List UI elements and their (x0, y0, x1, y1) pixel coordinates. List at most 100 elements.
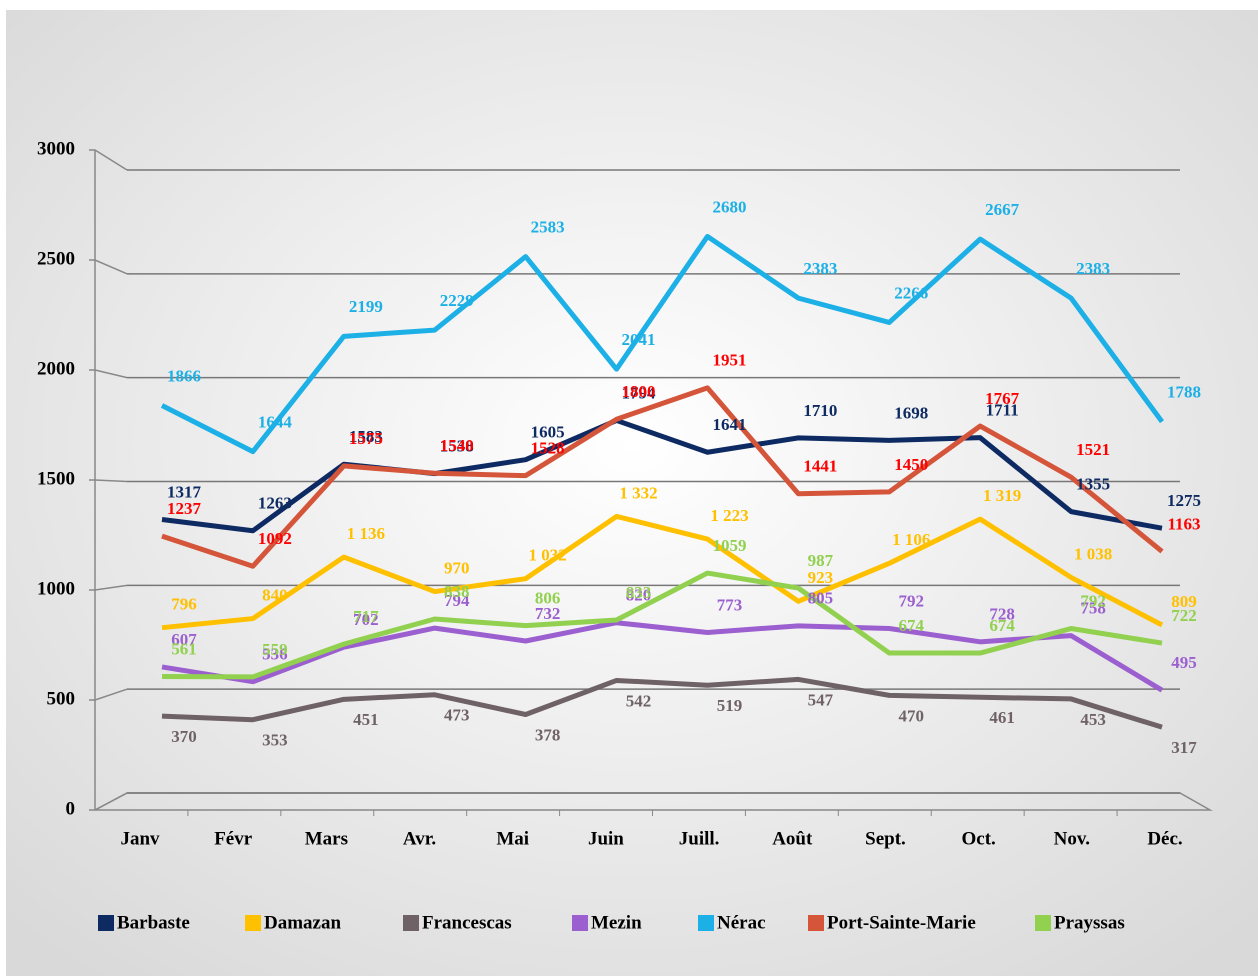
legend-swatch (808, 915, 824, 931)
y-tick-label: 1000 (37, 578, 75, 599)
series-line (161, 676, 1163, 730)
data-label: 1583 (349, 427, 383, 446)
data-label: 1788 (1167, 383, 1201, 402)
data-label: 2583 (531, 218, 565, 237)
data-label: 792 (1080, 591, 1106, 610)
data-label: 451 (353, 710, 379, 729)
legend-label: Barbaste (117, 912, 190, 933)
data-label: 1263 (258, 494, 292, 513)
data-label: 559 (262, 640, 288, 659)
data-label: 809 (1171, 592, 1197, 611)
legend-label: Mezin (591, 912, 642, 933)
x-tick-label: Juill. (679, 828, 720, 849)
data-label: 1711 (986, 401, 1019, 420)
x-tick-label: Mai (496, 828, 529, 849)
data-label: 1605 (531, 423, 565, 442)
y-tick-label: 2000 (37, 358, 75, 379)
data-label: 1092 (258, 529, 292, 548)
data-label: 2667 (985, 200, 1020, 219)
x-tick-label: Juin (588, 828, 624, 849)
data-label: 732 (535, 604, 561, 623)
legend-swatch (245, 915, 261, 931)
data-label: 1237 (167, 499, 202, 518)
data-label: 1644 (258, 413, 293, 432)
legend-label: Damazan (264, 912, 341, 933)
data-label: 820 (626, 586, 652, 605)
data-label: 1355 (1076, 475, 1110, 494)
series-line (161, 620, 1164, 693)
data-label: 1450 (894, 455, 928, 474)
tick-mark (89, 792, 128, 811)
data-label: 2199 (349, 297, 383, 316)
data-label: 773 (717, 595, 743, 614)
series-line (161, 513, 1164, 631)
data-label: 1800 (622, 382, 656, 401)
data-label: 1 319 (983, 486, 1021, 505)
data-label: 1698 (894, 403, 928, 422)
data-label: 378 (535, 725, 561, 744)
data-label: 840 (262, 585, 288, 604)
data-label: 317 (1171, 738, 1197, 757)
data-label: 796 (171, 595, 197, 614)
x-tick-label: Mars (305, 828, 348, 849)
data-label: 495 (1171, 653, 1197, 672)
x-tick-label: Févr (214, 828, 253, 849)
data-label: 833 (626, 583, 652, 602)
data-label: 561 (171, 639, 197, 658)
tick-mark (89, 369, 128, 379)
data-label: 1163 (1167, 514, 1200, 533)
y-tick-label: 1500 (37, 468, 75, 489)
series-line (161, 570, 1163, 680)
y-tick-label: 3000 (37, 138, 75, 159)
data-label: 1317 (167, 482, 202, 501)
data-label: 461 (989, 708, 1015, 727)
legend-label: Port-Sainte-Marie (827, 912, 976, 933)
data-label: 806 (535, 589, 561, 608)
data-label: 838 (444, 582, 470, 601)
data-label: 970 (444, 558, 470, 577)
data-label: 1 136 (347, 524, 385, 543)
data-label: 470 (899, 706, 925, 725)
legend-label: Nérac (717, 912, 766, 933)
data-label: 728 (989, 605, 1015, 624)
series-line (161, 385, 1164, 569)
legend-swatch (403, 915, 419, 931)
data-label: 674 (899, 616, 925, 635)
tick-mark (89, 259, 128, 275)
data-label: 1540 (440, 436, 474, 455)
data-label: 536 (262, 645, 288, 664)
data-label: 1575 (349, 429, 383, 448)
data-label: 1538 (440, 437, 474, 456)
data-label: 987 (808, 551, 834, 570)
x-tick-label: Août (772, 828, 813, 849)
data-label: 1 332 (619, 483, 657, 502)
tick-mark (89, 584, 128, 591)
data-label: 473 (444, 706, 470, 725)
data-label: 2680 (712, 197, 746, 216)
data-label: 1951 (712, 351, 746, 370)
y-tick-label: 500 (47, 688, 76, 709)
data-label: 1521 (1076, 440, 1110, 459)
data-label: 674 (989, 616, 1015, 635)
data-label: 1441 (803, 457, 837, 476)
data-label: 2383 (803, 259, 837, 278)
data-label: 1794 (622, 383, 657, 402)
data-label: 722 (1171, 606, 1197, 625)
data-label: 2383 (1076, 259, 1110, 278)
data-label: 607 (171, 630, 197, 649)
x-tick-label: Janv (120, 828, 160, 849)
y-tick-label: 2500 (37, 248, 75, 269)
tick-mark (89, 688, 128, 701)
x-tick-label: Sept. (865, 828, 906, 849)
legend-swatch (1035, 915, 1051, 931)
data-label: 794 (444, 591, 470, 610)
data-label: 353 (262, 731, 288, 750)
data-label: 1528 (531, 439, 565, 458)
x-tick-label: Déc. (1147, 828, 1182, 849)
x-tick-label: Nov. (1054, 828, 1090, 849)
data-label: 1275 (1167, 491, 1201, 510)
legend-swatch (572, 915, 588, 931)
data-label: 923 (808, 568, 834, 587)
legend-swatch (698, 915, 714, 931)
